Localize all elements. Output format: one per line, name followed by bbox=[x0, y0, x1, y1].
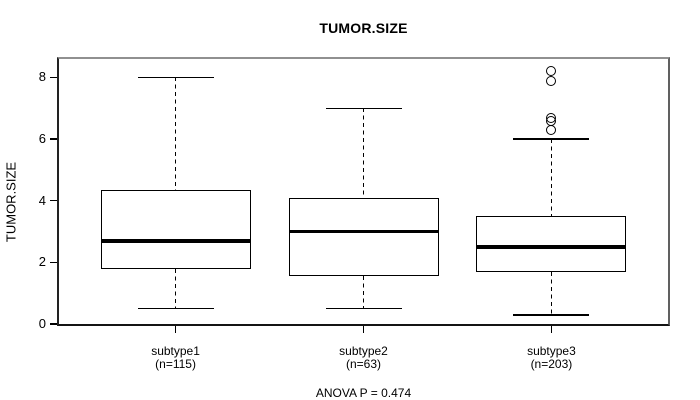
x-axis-group-label: subtype2 (n=63) bbox=[294, 345, 434, 371]
x-axis-tick bbox=[362, 326, 365, 333]
chart-title: TUMOR.SIZE bbox=[319, 20, 408, 36]
lower-whisker-cap bbox=[513, 314, 590, 316]
median-line bbox=[100, 239, 251, 243]
group-count: (n=115) bbox=[155, 357, 196, 371]
y-axis-tick-label: 2 bbox=[38, 254, 46, 270]
y-axis-title: TUMOR.SIZE bbox=[3, 161, 19, 243]
iqr-box bbox=[288, 197, 439, 277]
iqr-box bbox=[476, 216, 627, 272]
lower-whisker-line bbox=[362, 276, 365, 309]
y-axis-tick-label: 0 bbox=[38, 316, 46, 331]
y-axis-tick bbox=[50, 76, 57, 79]
upper-whisker-cap bbox=[325, 107, 402, 110]
plot-area bbox=[57, 57, 670, 326]
upper-whisker-line bbox=[362, 108, 365, 198]
group-name: subtype3 bbox=[527, 344, 576, 358]
lower-whisker-line bbox=[550, 271, 553, 315]
outlier-point bbox=[546, 66, 557, 77]
lower-whisker-cap bbox=[137, 307, 214, 310]
y-axis-tick bbox=[50, 323, 57, 325]
x-axis-group-label: subtype3 (n=203) bbox=[481, 345, 621, 371]
y-axis-tick-label: 8 bbox=[38, 69, 46, 85]
median-line bbox=[288, 229, 439, 234]
lower-whisker-cap bbox=[325, 307, 402, 310]
group-name: subtype1 bbox=[151, 344, 200, 358]
group-count: (n=63) bbox=[345, 357, 382, 371]
y-axis-tick-label: 4 bbox=[38, 192, 46, 208]
group-name: subtype2 bbox=[339, 344, 388, 358]
iqr-box bbox=[100, 189, 251, 269]
group-count: (n=203) bbox=[530, 357, 573, 371]
median-line bbox=[476, 245, 627, 249]
y-axis-tick-label: 6 bbox=[38, 131, 46, 147]
outlier-point bbox=[546, 112, 557, 123]
outlier-point bbox=[546, 75, 557, 86]
y-axis-tick bbox=[50, 199, 57, 202]
upper-whisker-cap bbox=[513, 138, 590, 140]
upper-whisker-line bbox=[174, 77, 177, 190]
x-axis-tick bbox=[174, 326, 177, 333]
y-axis-tick bbox=[50, 138, 57, 140]
anova-footer: ANOVA P = 0.474 bbox=[315, 386, 412, 400]
x-axis-group-label: subtype1 (n=115) bbox=[106, 345, 246, 371]
upper-whisker-cap bbox=[137, 76, 214, 79]
lower-whisker-line bbox=[174, 268, 177, 309]
x-axis-tick bbox=[550, 326, 553, 333]
upper-whisker-line bbox=[550, 139, 553, 217]
outlier-point bbox=[546, 124, 557, 135]
y-axis-tick bbox=[50, 261, 57, 264]
